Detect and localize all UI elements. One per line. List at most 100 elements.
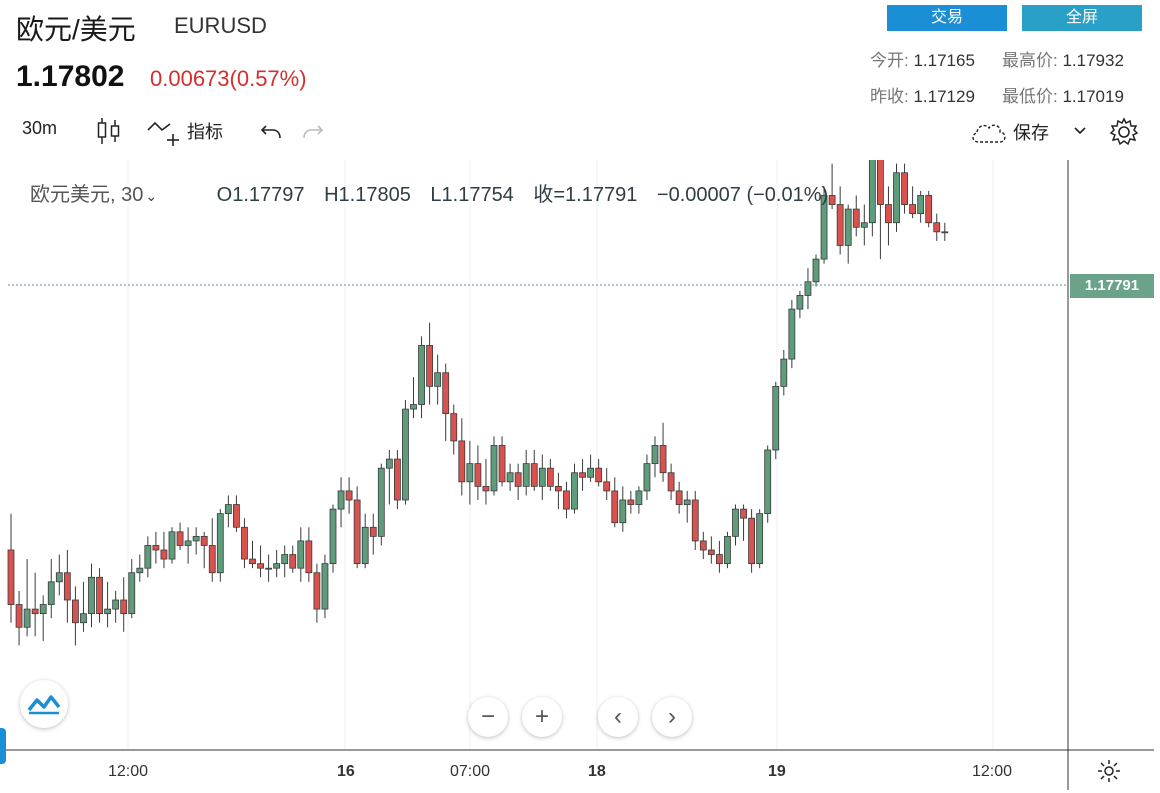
candle-body [587, 467, 594, 478]
candle-body [659, 445, 667, 474]
logo-icon [27, 695, 61, 715]
candle-body [426, 345, 434, 387]
zoom-out-button[interactable]: − [468, 697, 508, 737]
chart-area[interactable] [0, 160, 1160, 793]
candle-body [933, 222, 941, 233]
settings-button[interactable] [1108, 116, 1140, 153]
scroll-left-icon: ‹ [614, 703, 622, 730]
candle-body [627, 499, 635, 505]
chart-grid [127, 160, 994, 750]
candle-body [15, 604, 23, 628]
candle-body [418, 345, 425, 405]
gear-icon [1098, 760, 1120, 782]
chevron-down-icon[interactable]: ⌄ [145, 188, 158, 204]
scroll-left-button[interactable]: ‹ [598, 697, 638, 737]
candle-body [329, 508, 337, 565]
trade-button[interactable]: 交易 [887, 5, 1007, 31]
candle-body [72, 599, 79, 624]
candle-body [120, 599, 128, 615]
candle-body [96, 576, 103, 615]
candle-body [160, 549, 168, 560]
x-axis-label: 07:00 [450, 763, 491, 780]
candle-body [603, 481, 611, 492]
candle-body [361, 526, 369, 565]
candle-body [732, 508, 739, 537]
candle-body [788, 308, 796, 360]
candle-type-button[interactable] [96, 116, 122, 151]
low-label: 最低价: [1002, 87, 1058, 106]
candle-body [917, 195, 925, 215]
price-change: 0.00673(0.57%) [150, 66, 307, 91]
candle-body [393, 458, 401, 501]
save-button[interactable]: 保存 [970, 118, 1049, 146]
undo-button[interactable] [258, 118, 284, 149]
candle-body [611, 490, 619, 524]
candle-body [619, 499, 627, 524]
candle-body [176, 531, 184, 546]
candle-body [820, 195, 828, 260]
candle-body [812, 258, 820, 283]
last-price: 1.17802 [16, 60, 125, 93]
candle-body [184, 540, 192, 546]
zoom-in-button[interactable]: + [522, 697, 562, 737]
candle-body [23, 608, 31, 628]
open-stat: 今开: 1.17165 [870, 46, 975, 71]
zoom-in-icon: + [534, 703, 549, 730]
candle-body [909, 204, 916, 215]
pair-name: 欧元/美元 [16, 14, 136, 45]
legend-close: 收=1.17791 [533, 184, 638, 206]
redo-button[interactable] [300, 118, 326, 149]
candle-body [47, 581, 55, 605]
candle-body [313, 572, 321, 610]
candle-body [128, 572, 136, 615]
candle-body [80, 613, 87, 624]
candle-body [7, 549, 15, 605]
candle-body [748, 517, 755, 565]
candle-body [88, 576, 95, 615]
candle-body [466, 463, 474, 483]
candle-type-icon [97, 118, 120, 144]
candle-body [305, 540, 313, 574]
candle-body [691, 499, 699, 542]
gear-icon [1109, 117, 1139, 146]
candle-body [740, 508, 747, 519]
candle-body [31, 608, 39, 615]
side-panel-handle[interactable] [0, 728, 6, 764]
interval-button[interactable]: 30m [22, 118, 58, 138]
scroll-right-button[interactable]: › [652, 697, 692, 737]
candle-body [772, 385, 780, 451]
zoom-out-icon: − [480, 703, 495, 730]
axis-settings-button[interactable] [1096, 758, 1122, 789]
candle-body [321, 563, 329, 610]
save-menu-button[interactable] [1072, 120, 1088, 145]
cloud-save-icon [972, 124, 1006, 143]
candle-body [241, 526, 248, 560]
candle-body [675, 490, 683, 505]
candle-body [506, 472, 514, 483]
candle-body [136, 567, 144, 574]
candle-body [458, 440, 466, 483]
legend-high: H1.17805 [324, 184, 411, 206]
candle-body [490, 445, 498, 492]
candle-body [377, 467, 385, 537]
indicators-label: 指标 [187, 122, 224, 142]
candle-body [925, 195, 933, 224]
high-stat: 最高价: 1.17932 [1002, 46, 1124, 71]
candle-body [724, 535, 731, 565]
candle-body [337, 490, 345, 510]
candle-body [522, 463, 530, 487]
open-value: 1.17165 [913, 51, 975, 70]
candle-body [63, 572, 71, 601]
indicators-button[interactable]: 指标 [146, 116, 223, 146]
candle-body [297, 540, 305, 569]
candle-body [289, 554, 297, 569]
candle-body [563, 490, 570, 510]
candle-body [144, 545, 152, 569]
candle-body [716, 554, 723, 565]
prev-close-stat: 昨收: 1.17129 [870, 82, 975, 107]
candle-body [514, 472, 522, 487]
logo-button[interactable] [20, 680, 68, 728]
fullscreen-button[interactable]: 全屏 [1022, 5, 1142, 31]
x-axis-label: 12:00 [108, 763, 149, 780]
legend-symbol[interactable]: 欧元美元, 30 [30, 184, 144, 206]
